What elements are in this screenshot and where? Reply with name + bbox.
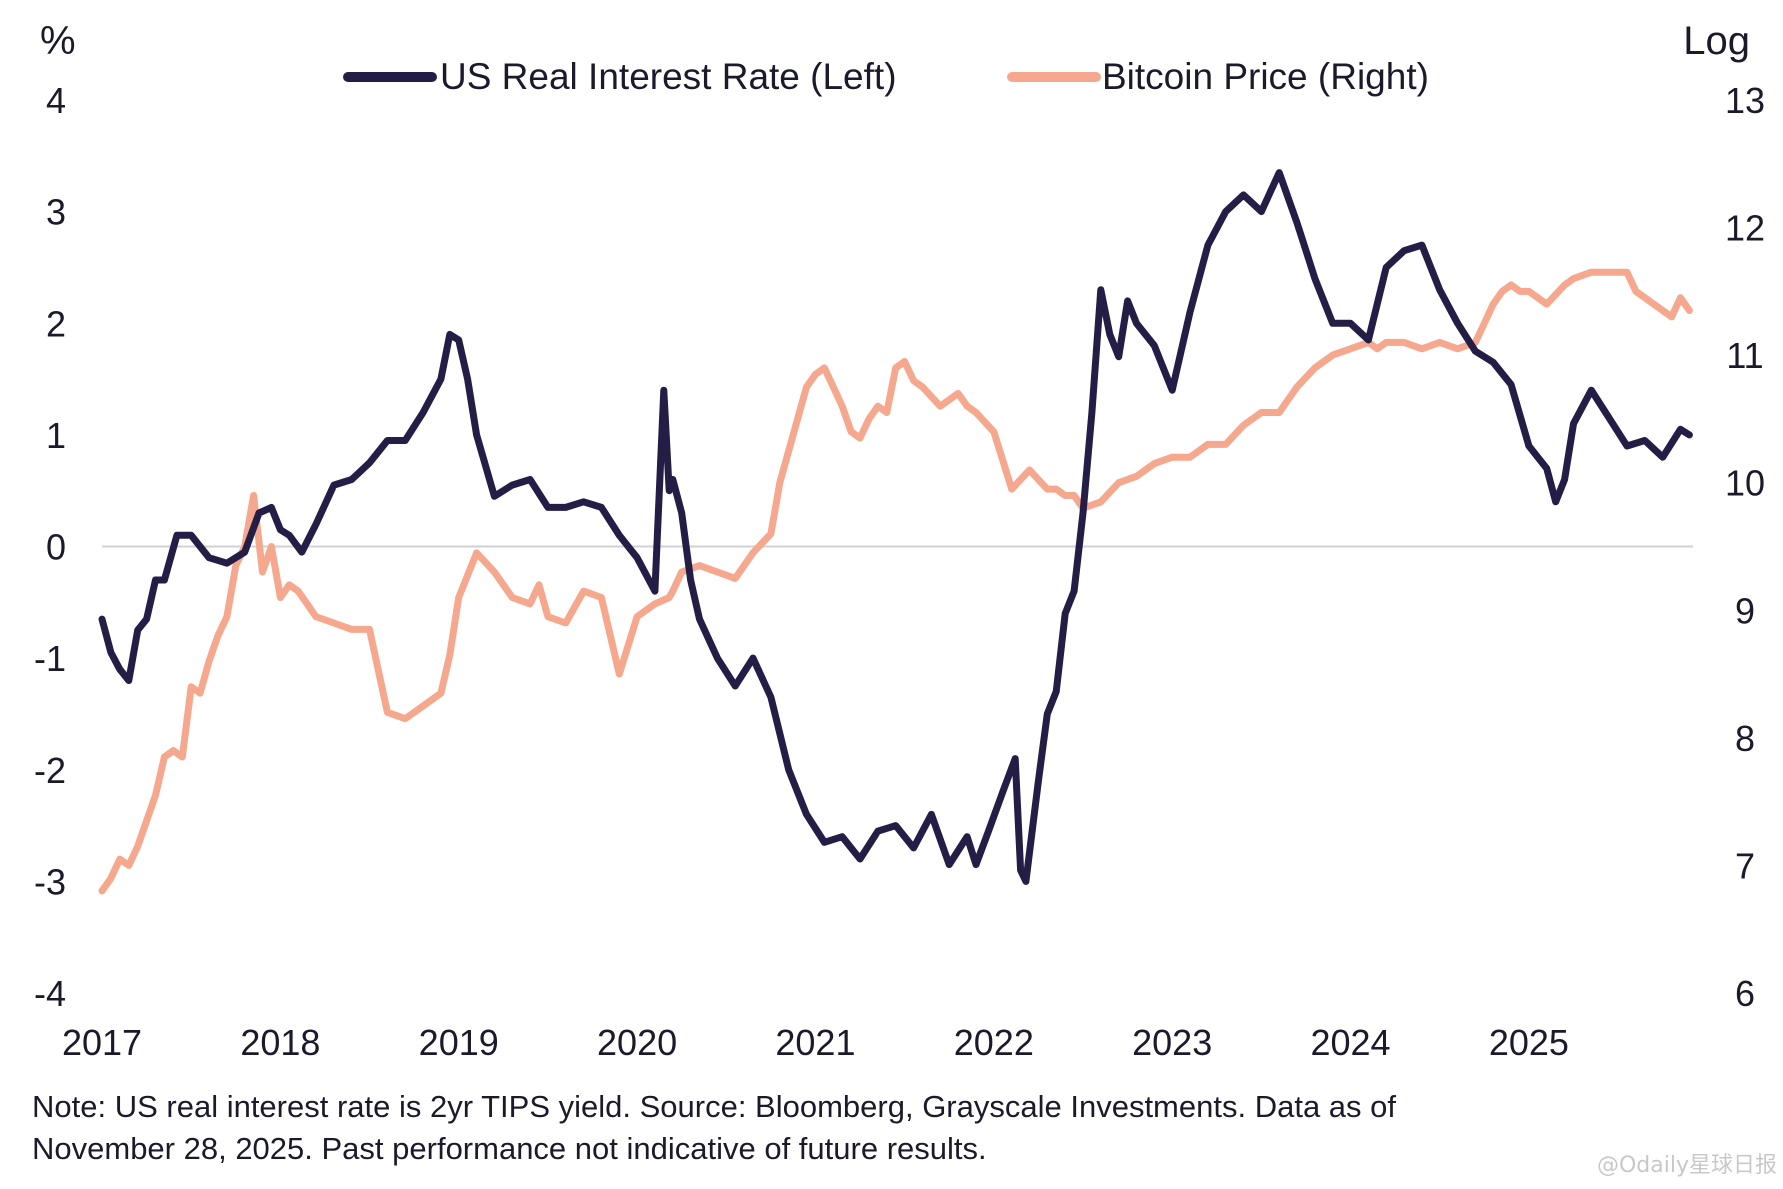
left-tick-label: -4	[34, 973, 66, 1014]
left-tick-label: -3	[34, 861, 66, 902]
left-tick-label: -1	[34, 638, 66, 679]
left-tick-label: 4	[46, 80, 66, 121]
x-axis-ticks: 2017 2018 2019 2020 2021 2022 2023 2024 2025	[62, 1022, 1569, 1063]
watermark: @Odaily星球日报	[1596, 1153, 1777, 1178]
x-tick-label: 2018	[240, 1022, 320, 1063]
x-tick-label: 2023	[1132, 1022, 1212, 1063]
right-tick-label: 7	[1735, 845, 1755, 886]
left-tick-label: -2	[34, 750, 66, 791]
x-tick-label: 2025	[1489, 1022, 1569, 1063]
right-tick-label: 6	[1735, 973, 1755, 1014]
right-tick-label: 8	[1735, 718, 1755, 759]
right-tick-label: 12	[1725, 208, 1765, 249]
right-tick-label: 11	[1726, 335, 1763, 376]
legend-label-bitcoin-price: Bitcoin Price (Right)	[1102, 56, 1429, 97]
series-line-us-real-rate	[98, 169, 1693, 885]
right-tick-label: 10	[1725, 463, 1765, 504]
x-tick-label: 2024	[1310, 1022, 1390, 1063]
left-axis-unit: %	[40, 19, 76, 63]
right-axis-ticks: 13 12 11 10 9 8 7 6	[1725, 80, 1765, 1014]
x-tick-label: 2017	[62, 1022, 142, 1063]
right-tick-label: 13	[1725, 80, 1765, 121]
footnote-line-2: November 28, 2025. Past performance not …	[32, 1131, 987, 1166]
legend: US Real Interest Rate (Left) Bitcoin Pri…	[343, 56, 1429, 97]
left-tick-label: 0	[46, 527, 66, 568]
left-tick-label: 1	[46, 415, 66, 456]
right-tick-label: 9	[1735, 590, 1755, 631]
left-tick-label: 3	[46, 192, 66, 233]
left-tick-label: 2	[46, 303, 66, 344]
series-line-bitcoin-price	[98, 268, 1693, 895]
x-tick-label: 2019	[419, 1022, 499, 1063]
right-axis-unit: Log	[1683, 19, 1750, 63]
footnote-line-1: Note: US real interest rate is 2yr TIPS …	[32, 1089, 1396, 1124]
x-tick-label: 2022	[954, 1022, 1034, 1063]
series-layer	[98, 169, 1693, 895]
left-axis-ticks: 4 3 2 1 0 -1 -2 -3 -4	[34, 80, 66, 1014]
legend-label-us-real-rate: US Real Interest Rate (Left)	[440, 56, 897, 97]
x-tick-label: 2021	[775, 1022, 855, 1063]
x-tick-label: 2020	[597, 1022, 677, 1063]
footnote: Note: US real interest rate is 2yr TIPS …	[32, 1086, 1592, 1170]
